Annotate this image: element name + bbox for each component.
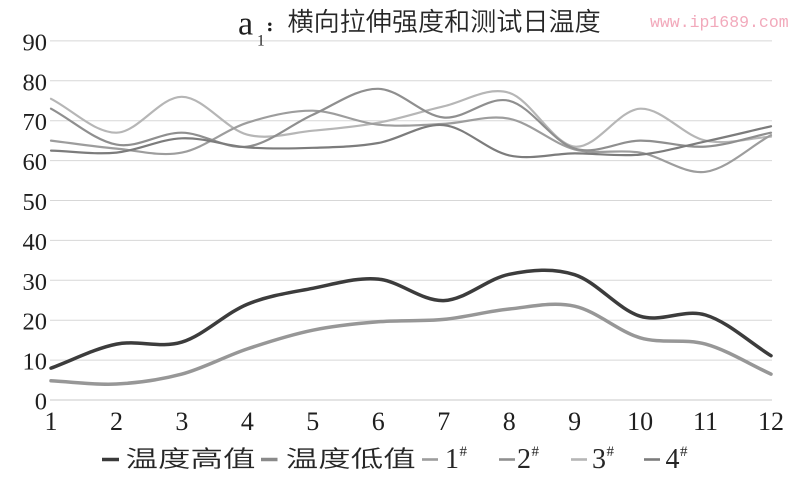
svg-text:11: 11 — [693, 407, 718, 436]
svg-text:7: 7 — [437, 407, 450, 436]
svg-text:#: # — [460, 444, 468, 460]
svg-text:1: 1 — [257, 33, 265, 50]
svg-text:3: 3 — [175, 407, 188, 436]
svg-text:40: 40 — [23, 229, 48, 256]
svg-text:8: 8 — [503, 407, 516, 436]
svg-text:50: 50 — [23, 189, 48, 216]
svg-text:10: 10 — [23, 349, 48, 376]
svg-text:5: 5 — [306, 407, 319, 436]
svg-text:80: 80 — [23, 69, 48, 96]
svg-text:20: 20 — [23, 309, 48, 336]
svg-text:#: # — [607, 444, 615, 460]
svg-text:9: 9 — [568, 407, 581, 436]
svg-text:30: 30 — [23, 269, 48, 296]
svg-text:70: 70 — [23, 109, 48, 136]
svg-text:90: 90 — [23, 29, 48, 56]
svg-text:4: 4 — [241, 407, 254, 436]
svg-text:3: 3 — [592, 444, 606, 475]
svg-text:#: # — [680, 444, 688, 460]
svg-text:2: 2 — [110, 407, 123, 436]
svg-text:1: 1 — [445, 444, 459, 475]
svg-text:12: 12 — [758, 407, 784, 436]
svg-text:6: 6 — [372, 407, 385, 436]
svg-text:10: 10 — [627, 407, 653, 436]
svg-text:www.ip1689.com: www.ip1689.com — [650, 13, 789, 32]
svg-text:a: a — [238, 6, 253, 43]
svg-text:60: 60 — [23, 149, 48, 176]
svg-text:2: 2 — [517, 444, 531, 475]
svg-text:1: 1 — [45, 407, 58, 436]
svg-text:#: # — [532, 444, 540, 460]
svg-text:4: 4 — [666, 444, 680, 475]
svg-text:0: 0 — [35, 389, 47, 416]
